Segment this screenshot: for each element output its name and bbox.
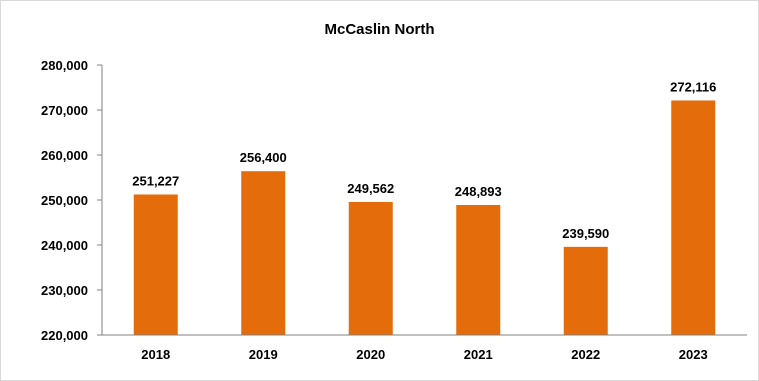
x-tick-label: 2021 — [464, 347, 493, 362]
bar — [348, 201, 393, 335]
data-label: 239,590 — [562, 226, 609, 241]
x-axis: 2018 2019 2020 2021 2022 2023 — [102, 334, 747, 362]
data-label: 272,116 — [670, 79, 716, 94]
x-tick-label: 2019 — [249, 347, 278, 362]
bar — [133, 194, 178, 335]
x-tick-label: 2018 — [141, 347, 170, 362]
chart-title: McCaslin North — [324, 21, 435, 38]
bar — [241, 171, 286, 335]
x-tick-label: 2022 — [571, 347, 600, 362]
bars — [133, 100, 716, 335]
bar — [456, 204, 501, 335]
data-label: 249,562 — [347, 181, 394, 196]
bar — [563, 246, 608, 335]
y-tick-label: 280,000 — [41, 58, 88, 73]
data-label: 251,227 — [132, 173, 179, 188]
data-labels: 251,227 256,400 249,562 248,893 239,590 272,1… — [132, 79, 716, 240]
y-axis: 220,000 230,000 240,000 250,000 260,000 270,0… — [41, 58, 103, 343]
y-tick-label: 220,000 — [41, 328, 88, 343]
y-tick-label: 230,000 — [41, 283, 88, 298]
x-tick-label: 2020 — [356, 347, 385, 362]
y-tick-label: 270,000 — [41, 103, 88, 118]
data-label: 256,400 — [240, 150, 287, 165]
bar — [671, 100, 716, 335]
y-tick-label: 240,000 — [41, 238, 88, 253]
y-tick-label: 260,000 — [41, 148, 88, 163]
y-tick-label: 250,000 — [41, 193, 88, 208]
x-tick-label: 2023 — [679, 347, 708, 362]
data-label: 248,893 — [455, 184, 502, 199]
